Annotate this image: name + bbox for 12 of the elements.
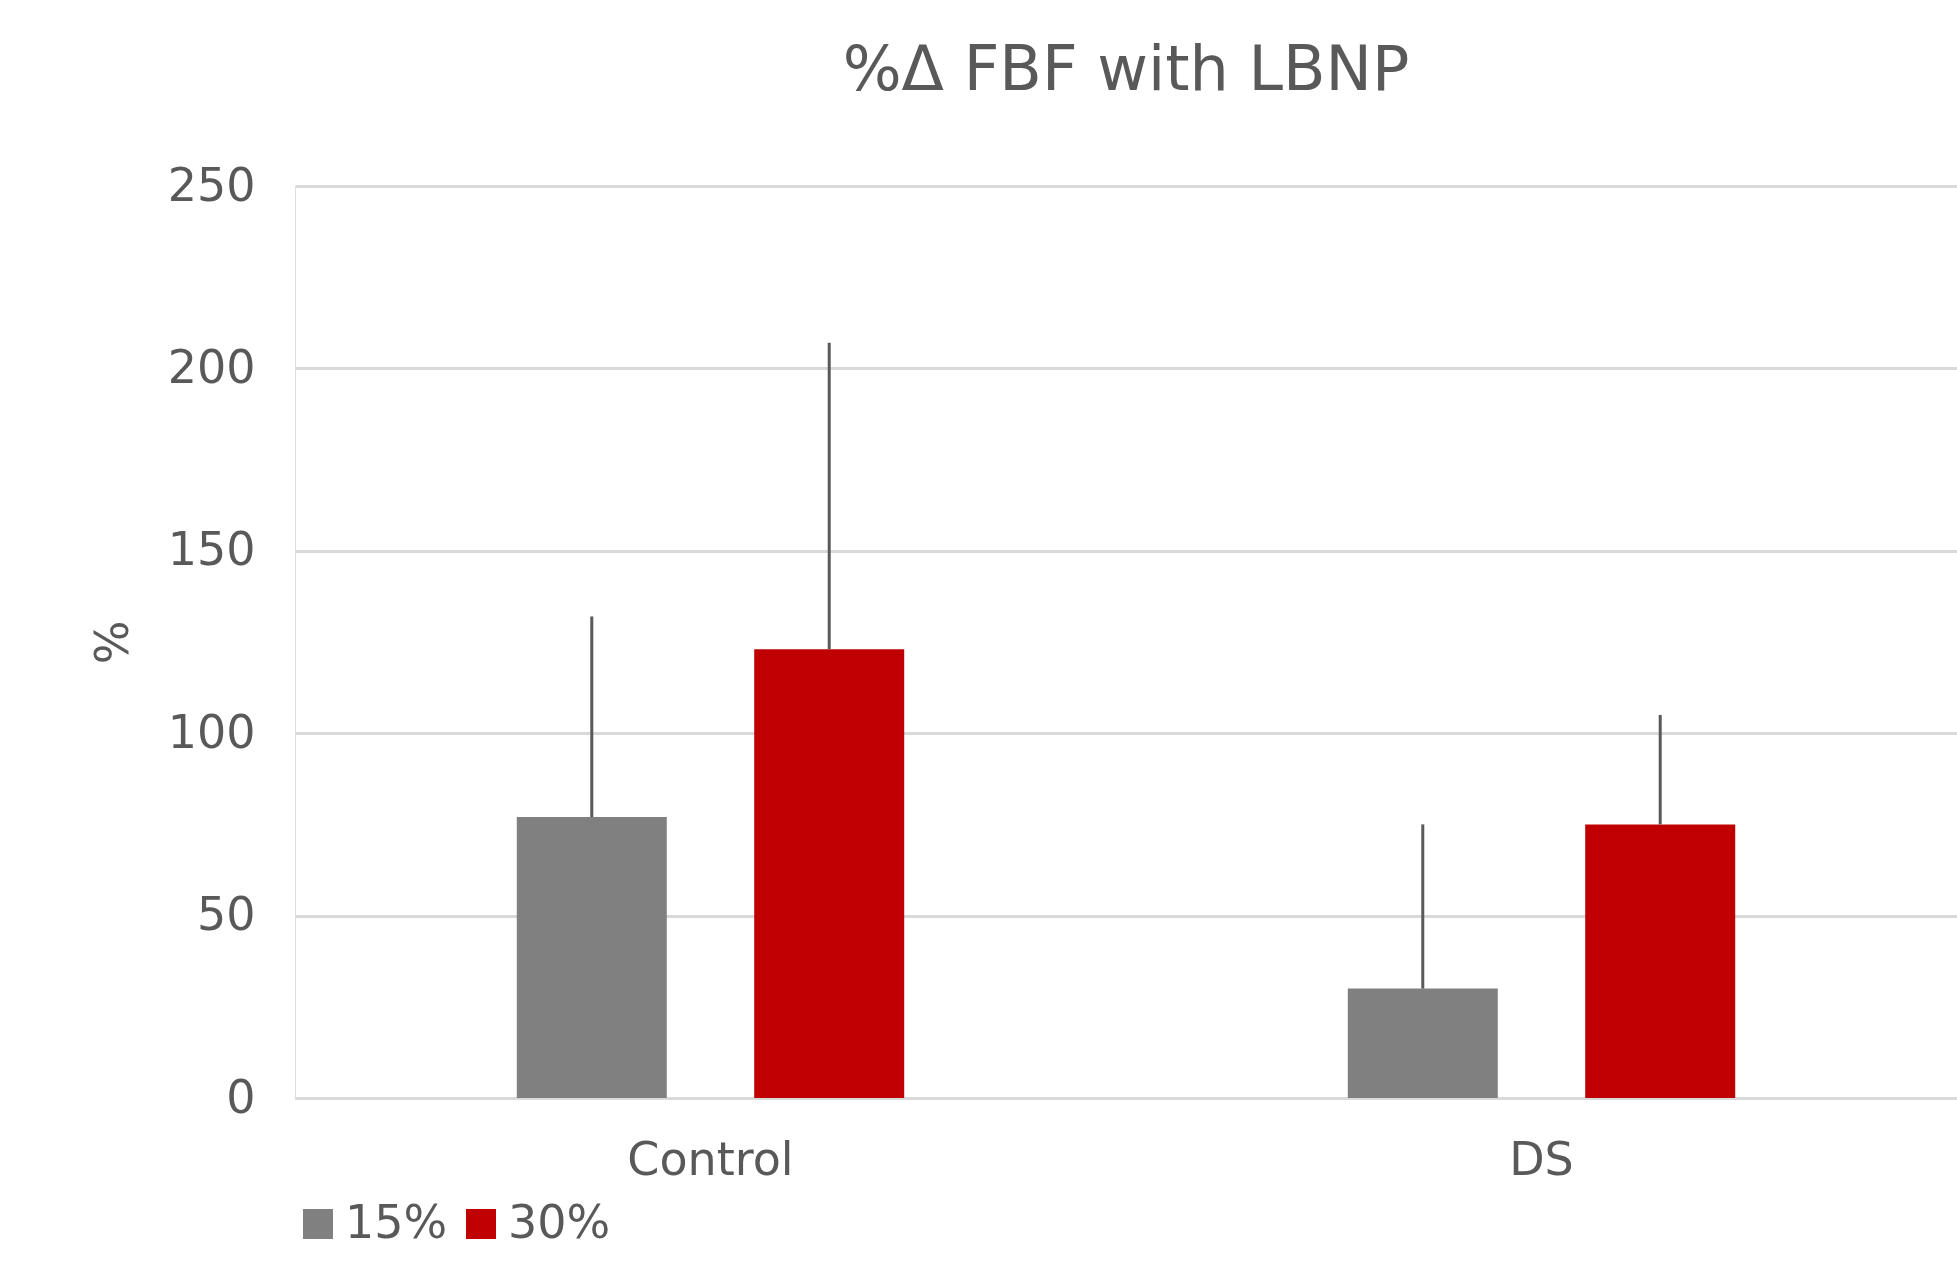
x-tick-label: Control (627, 1131, 794, 1186)
legend-label: 15% (345, 1195, 448, 1249)
chart-title: %Δ FBF with LBNP (842, 32, 1410, 105)
y-tick-label: 100 (167, 704, 256, 759)
y-tick-label: 50 (196, 887, 256, 942)
y-axis-title: % (84, 620, 139, 665)
y-tick-label: 200 (167, 339, 256, 394)
legend-label: 30% (508, 1195, 611, 1249)
y-tick-label: 150 (167, 522, 256, 577)
y-tick-label: 0 (226, 1069, 256, 1124)
y-tick-label: 250 (167, 157, 256, 212)
x-tick-label: DS (1509, 1131, 1574, 1186)
